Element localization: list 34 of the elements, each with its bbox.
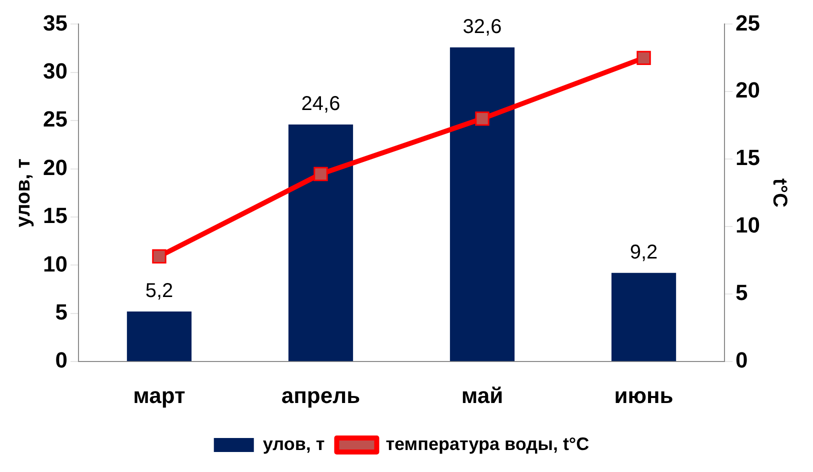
y2-tick-label: 20 (736, 78, 760, 103)
point (152, 249, 166, 264)
data-label: 24,6 (301, 92, 340, 115)
bar (126, 311, 192, 362)
point (314, 166, 328, 182)
y2-tick-label: 0 (736, 348, 748, 373)
bar (288, 124, 354, 362)
point (636, 50, 651, 66)
data-label: 32,6 (462, 16, 502, 38)
y2-axis-title: t°C (768, 178, 790, 208)
data-label: 5,2 (145, 280, 174, 302)
y-axis-title: улов, т (12, 158, 35, 228)
bar (450, 47, 515, 362)
y2-tick-label: 25 (736, 10, 760, 36)
y-tick-label: 5 (55, 299, 68, 324)
y-tick-label: 25 (42, 106, 68, 132)
y-tick-label: 30 (42, 58, 68, 84)
y-tick-label: 10 (42, 251, 68, 276)
y2-tick-label: 15 (736, 145, 760, 170)
y-tick-label: 20 (42, 154, 68, 180)
x-tick-label: апрель (281, 382, 360, 408)
point (475, 112, 490, 126)
y-tick-label: 15 (42, 203, 68, 228)
y2-tick-label: 10 (736, 212, 760, 238)
legend-label: температура воды, t°C (386, 434, 590, 454)
y-tick-label: 35 (42, 10, 68, 36)
data-label: 9,2 (630, 241, 658, 264)
bar (611, 272, 676, 362)
y2-tick-label: 5 (736, 280, 748, 306)
y-tick-label: 0 (55, 348, 68, 373)
x-tick-label: март (133, 382, 186, 408)
x-tick-label: май (461, 382, 504, 408)
legend-label: улов, т (262, 434, 325, 454)
x-tick-label: июнь (614, 382, 674, 408)
